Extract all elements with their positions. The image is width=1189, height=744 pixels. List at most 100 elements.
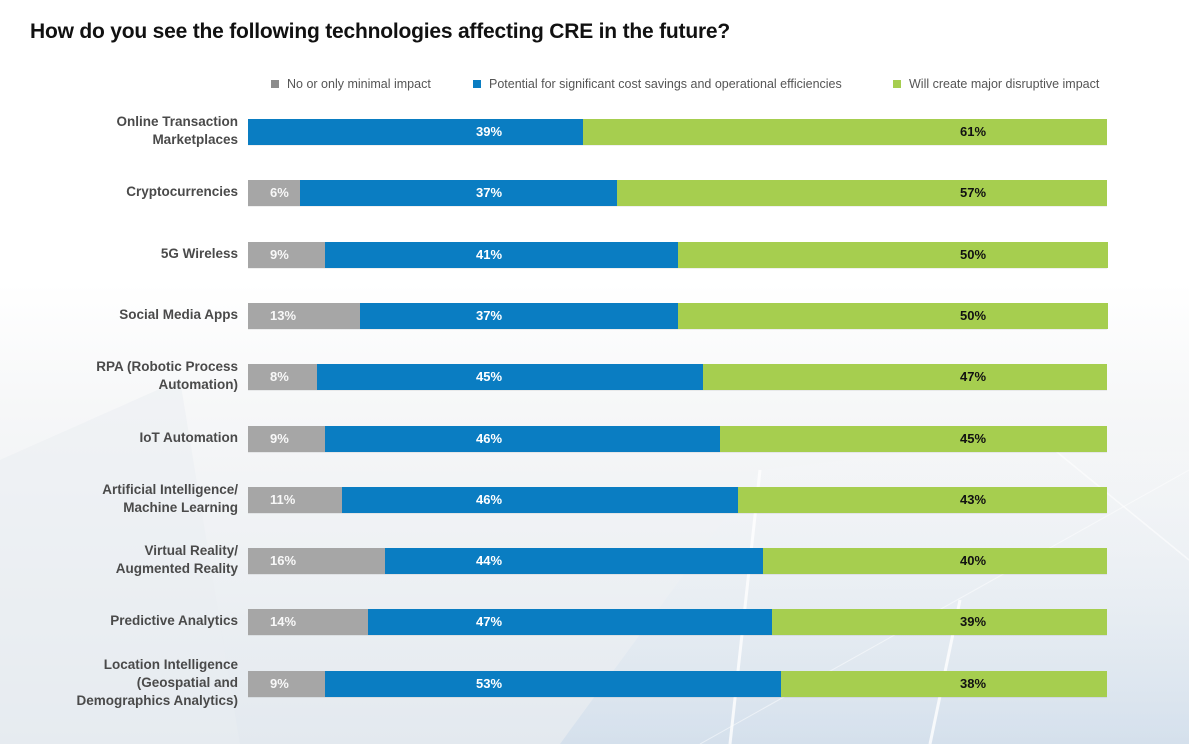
- data-label-cost: 44%: [475, 553, 503, 568]
- legend-swatch-disruptive: [893, 80, 901, 88]
- category-label-line: Location Intelligence: [103, 657, 238, 672]
- category-label: Online Transaction Marketplaces: [18, 113, 238, 149]
- legend-label-disruptive: Will create major disruptive impact: [909, 77, 1100, 91]
- legend-item-minimal: No or only minimal impact: [271, 77, 431, 91]
- data-label-minimal: 9%: [270, 676, 289, 691]
- bar-segment-cost: [342, 487, 739, 513]
- data-label-minimal: 11%: [270, 492, 296, 507]
- bar-segment-cost: [248, 119, 584, 145]
- bar-segment-minimal: [248, 180, 301, 206]
- bar-segment-disruptive: [617, 180, 1108, 206]
- category-label-line: Machine Learning: [123, 500, 238, 515]
- data-label-cost: 46%: [475, 492, 503, 507]
- bar-segment-minimal: [248, 303, 361, 329]
- legend-label-cost: Potential for significant cost savings a…: [489, 77, 842, 91]
- data-label-minimal: 14%: [270, 614, 297, 629]
- data-label-cost: 53%: [475, 676, 503, 691]
- category-label-line: Social Media Apps: [119, 307, 238, 322]
- bar-shadow: [248, 329, 1107, 330]
- category-label: IoT Automation: [18, 429, 238, 447]
- bar-segment-cost: [299, 180, 618, 206]
- bar-segment-disruptive: [763, 548, 1108, 574]
- category-label-line: Augmented Reality: [115, 561, 238, 576]
- category-label: 5G Wireless: [18, 245, 238, 263]
- category-label-line: Demographics Analytics): [76, 693, 238, 708]
- category-label-line: Automation): [158, 377, 238, 392]
- category-label: Artificial Intelligence/Machine Learning: [18, 481, 238, 517]
- bar-segment-cost: [368, 609, 773, 635]
- bar-segment-minimal: [248, 242, 326, 268]
- category-label-line: Online Transaction: [116, 114, 238, 129]
- bar-segment-cost: [359, 303, 678, 329]
- data-label-cost: 39%: [475, 124, 503, 139]
- bar-segment-disruptive: [780, 671, 1108, 697]
- data-label-disruptive: 45%: [959, 431, 987, 446]
- category-label: Virtual Reality/Augmented Reality: [18, 542, 238, 578]
- legend-item-cost: Potential for significant cost savings a…: [473, 77, 842, 91]
- category-label: Predictive Analytics: [18, 612, 238, 630]
- data-label-minimal: 6%: [270, 185, 289, 200]
- bar-segment-disruptive: [703, 364, 1108, 390]
- category-label: Social Media Apps: [18, 306, 238, 324]
- bar-shadow: [248, 574, 1107, 575]
- legend-item-disruptive: Will create major disruptive impact: [893, 77, 1099, 91]
- bar-segment-cost: [325, 671, 782, 697]
- data-label-minimal: 8%: [270, 369, 289, 384]
- data-label-minimal: 16%: [270, 553, 297, 568]
- bar-shadow: [248, 206, 1107, 207]
- data-label-cost: 37%: [475, 308, 503, 323]
- bar-segment-disruptive: [583, 119, 1108, 145]
- data-label-disruptive: 50%: [959, 308, 987, 323]
- data-label-disruptive: 47%: [959, 369, 987, 384]
- bar-segment-disruptive: [720, 426, 1108, 452]
- bar-segment-minimal: [248, 609, 369, 635]
- category-label-line: Marketplaces: [152, 132, 238, 147]
- legend-swatch-minimal: [271, 80, 279, 88]
- bar-segment-minimal: [248, 426, 326, 452]
- bar-shadow: [248, 635, 1107, 636]
- bar-segment-cost: [385, 548, 764, 574]
- bar-segment-disruptive: [771, 609, 1108, 635]
- category-label: RPA (Robotic Process Automation): [18, 358, 238, 394]
- data-label-disruptive: 61%: [959, 124, 987, 139]
- legend: No or only minimal impact Potential for …: [0, 77, 1189, 95]
- category-label-line: 5G Wireless: [160, 246, 238, 261]
- category-label-line: IoT Automation: [139, 430, 238, 445]
- data-label-cost: 37%: [475, 185, 503, 200]
- legend-swatch-cost: [473, 80, 481, 88]
- category-label: Cryptocurrencies: [18, 183, 238, 201]
- data-label-cost: 41%: [475, 247, 503, 262]
- bar-segment-disruptive: [677, 303, 1108, 329]
- data-label-cost: 47%: [475, 614, 503, 629]
- data-label-disruptive: 43%: [959, 492, 987, 507]
- bar-segment-minimal: [248, 671, 326, 697]
- data-label-disruptive: 50%: [959, 247, 987, 262]
- category-label-line: (Geospatial and: [136, 675, 238, 690]
- data-label-disruptive: 38%: [959, 676, 987, 691]
- bar-segment-cost: [316, 364, 704, 390]
- bar-shadow: [248, 697, 1107, 698]
- bar-shadow: [248, 452, 1107, 453]
- data-label-disruptive: 39%: [959, 614, 987, 629]
- bar-shadow: [248, 390, 1107, 391]
- bar-shadow: [248, 268, 1107, 269]
- category-label: Location Intelligence (Geospatial and Demo…: [18, 656, 238, 710]
- bar-segment-minimal: [248, 487, 343, 513]
- chart-title: How do you see the following technologie…: [30, 20, 731, 43]
- bar-segment-cost: [325, 426, 721, 452]
- data-label-minimal: 9%: [270, 247, 289, 262]
- data-label-disruptive: 40%: [959, 553, 987, 568]
- category-label-line: Artificial Intelligence/: [102, 482, 238, 497]
- legend-label-minimal: No or only minimal impact: [287, 77, 431, 91]
- data-label-minimal: 13%: [270, 308, 297, 323]
- category-label-line: Predictive Analytics: [110, 613, 238, 628]
- category-label-line: Cryptocurrencies: [126, 184, 238, 199]
- bar-segment-disruptive: [737, 487, 1108, 513]
- data-label-disruptive: 57%: [959, 185, 987, 200]
- bar-segment-minimal: [248, 364, 318, 390]
- bar-shadow: [248, 513, 1107, 514]
- bar-shadow: [248, 145, 1107, 146]
- data-label-minimal: 9%: [270, 431, 289, 446]
- bar-segment-cost: [325, 242, 678, 268]
- category-label-line: RPA (Robotic Process: [96, 359, 238, 374]
